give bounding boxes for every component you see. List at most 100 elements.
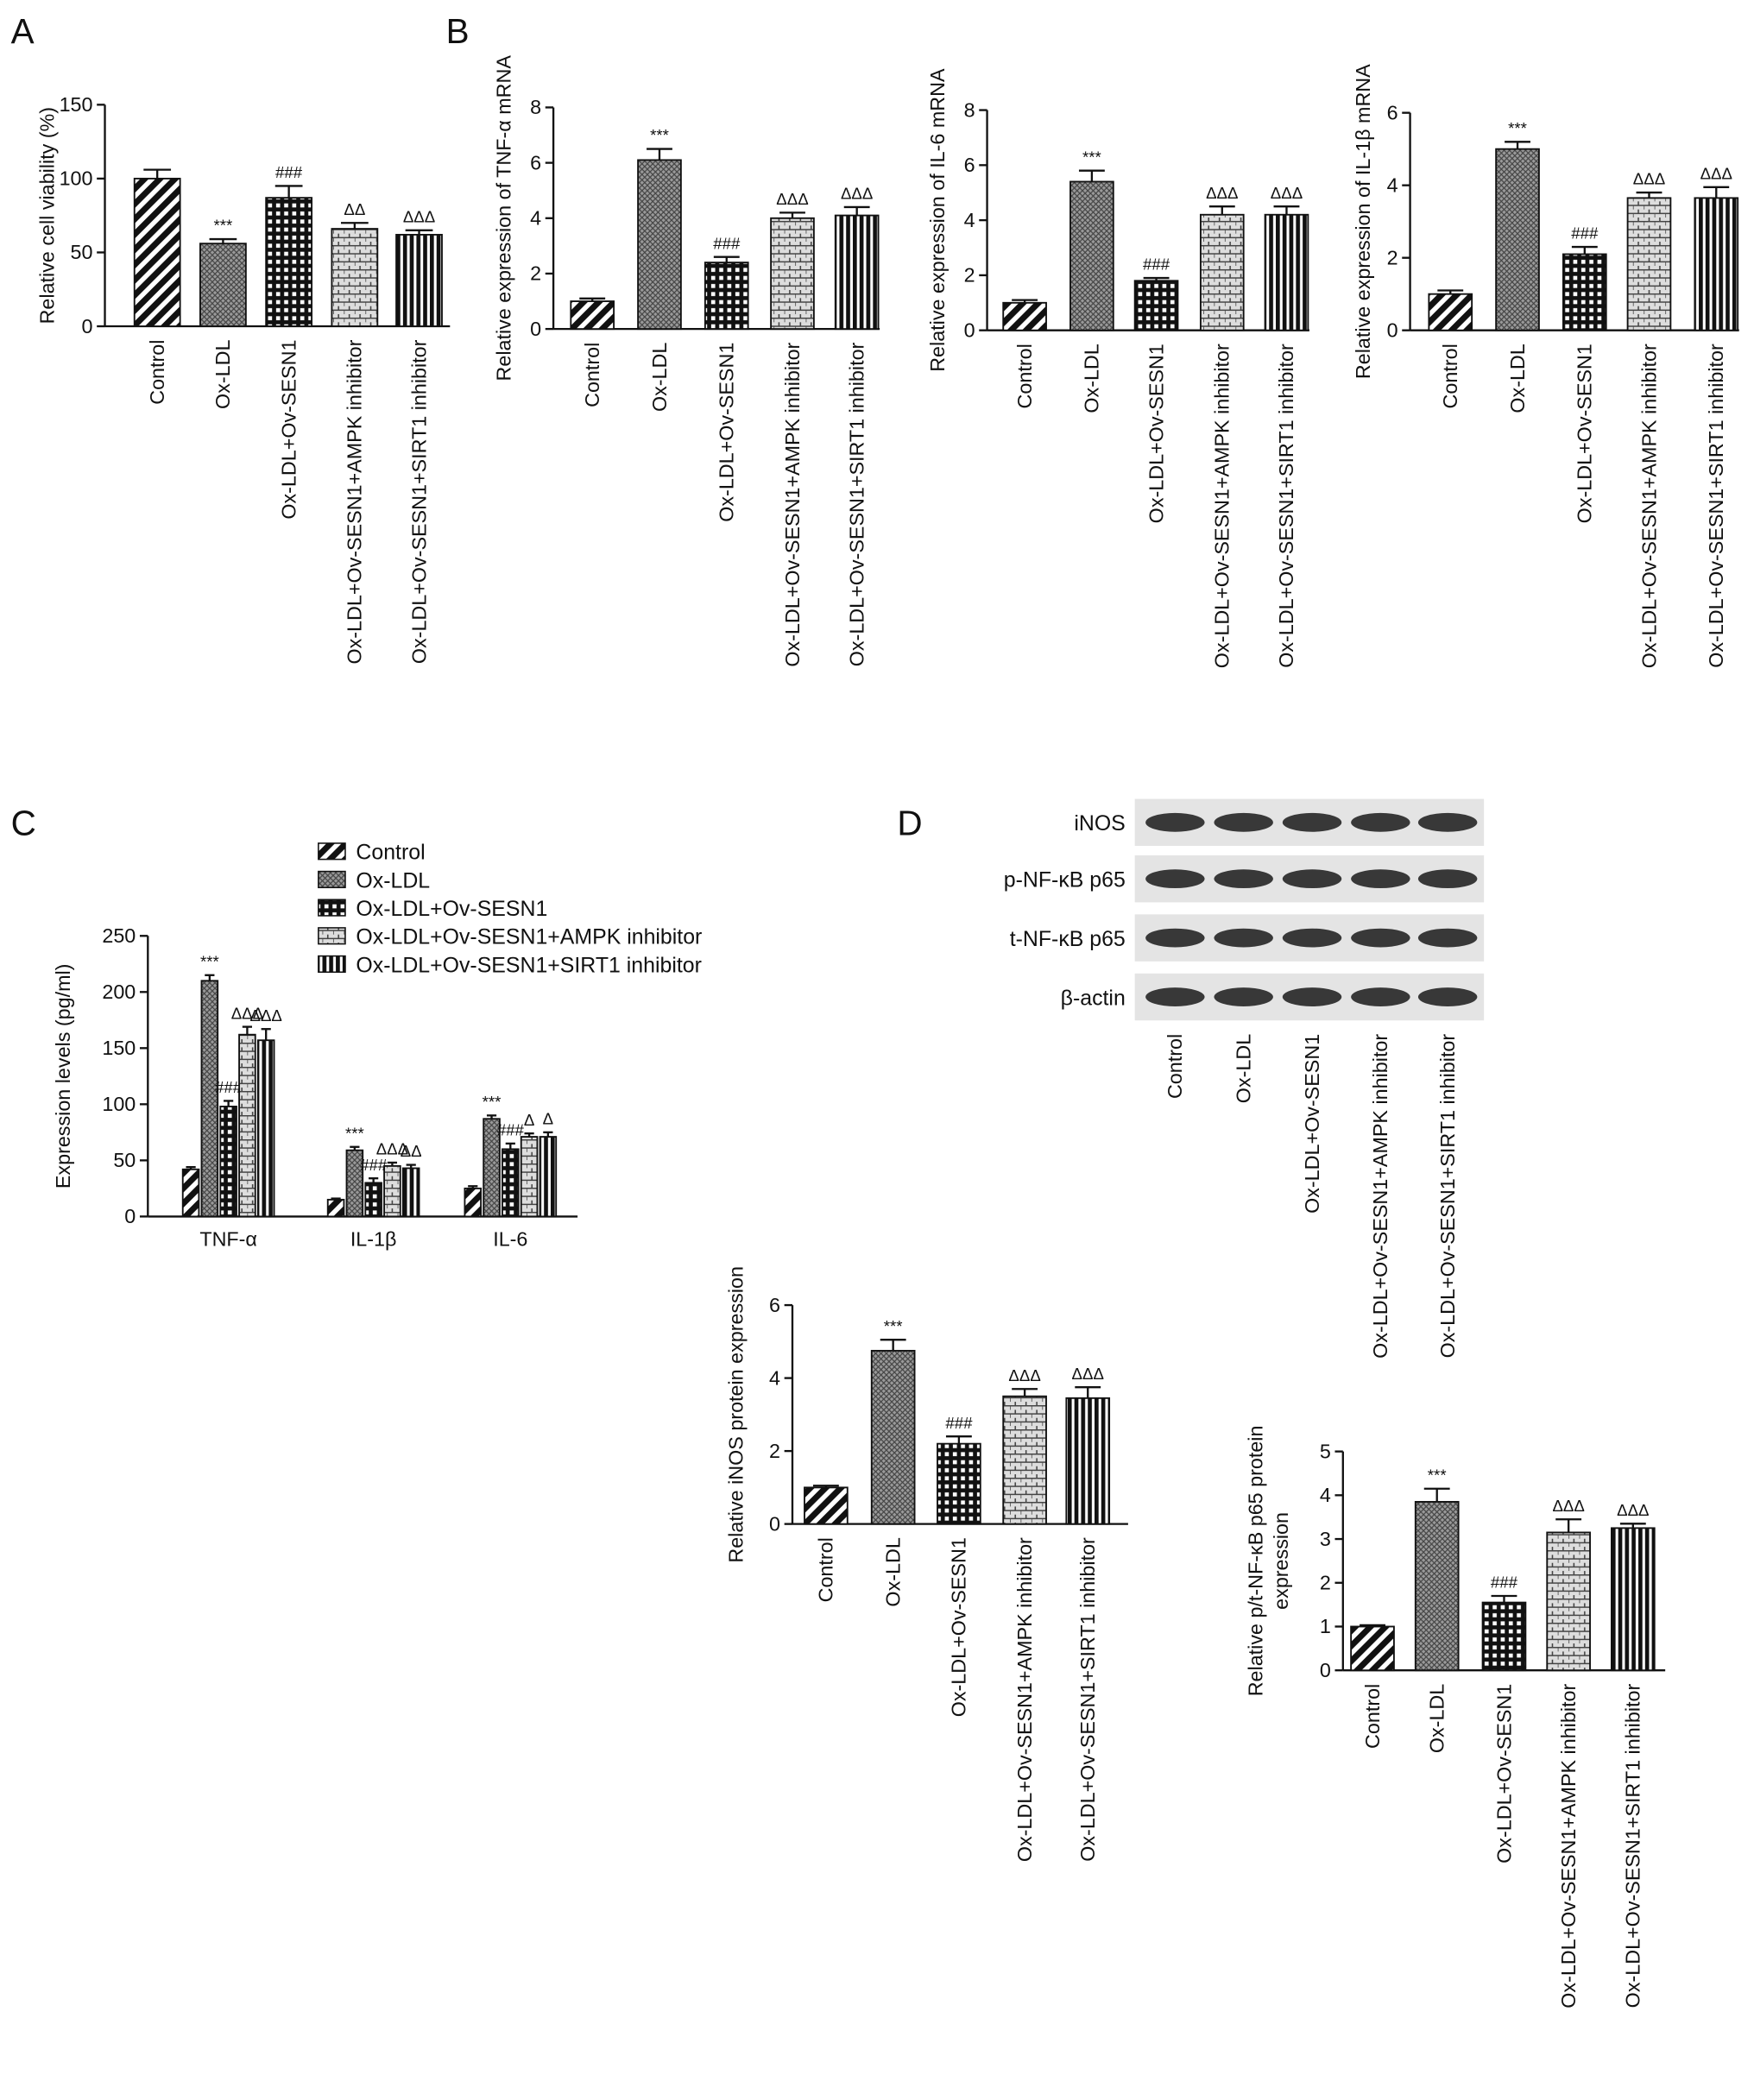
x-tick-label: Ox-LDL+Ov-SESN1 — [948, 1537, 970, 1717]
y-tick-label: 100 — [60, 167, 93, 190]
y-axis-label: expression — [1270, 1512, 1292, 1610]
panel-letter: A — [11, 11, 35, 51]
x-tick-label: Ox-LDL — [1506, 344, 1529, 413]
significance-label: *** — [345, 1124, 364, 1142]
bar — [1694, 197, 1739, 331]
x-tick-label: Control — [1361, 1684, 1384, 1749]
bar — [199, 243, 247, 327]
y-tick-label: 2 — [530, 262, 541, 285]
y-tick-label: 5 — [1320, 1440, 1331, 1462]
blot-band — [1351, 812, 1410, 832]
y-tick-label: 2 — [769, 1440, 780, 1462]
y-tick-label: 50 — [71, 241, 93, 263]
y-axis-label: Relative expression of IL-6 mRNA — [926, 68, 949, 372]
bar — [520, 1136, 539, 1218]
y-axis-label: Relative iNOS protein expression — [724, 1266, 747, 1563]
y-tick-label: 4 — [1387, 173, 1398, 196]
y-tick-label: 100 — [102, 1093, 136, 1115]
y-tick-label: 0 — [82, 315, 93, 337]
bar — [1065, 1397, 1111, 1525]
legend-label: Ox-LDL+Ov-SESN1+SIRT1 inhibitor — [356, 953, 701, 977]
y-tick-label: 6 — [964, 154, 975, 176]
blot-band — [1145, 987, 1205, 1006]
x-tick-label: Ox-LDL+Ov-SESN1+SIRT1 inhibitor — [1436, 1034, 1459, 1359]
panel-letter: C — [11, 804, 36, 843]
x-tick-label: Ox-LDL — [881, 1537, 904, 1606]
x-tick-label: Control — [146, 340, 168, 405]
bar — [637, 159, 682, 331]
blot-band — [1282, 812, 1342, 832]
bar — [1546, 1531, 1591, 1672]
x-tick-label: Control — [1164, 1034, 1186, 1099]
significance-label: *** — [200, 952, 219, 970]
blot-band — [1145, 812, 1205, 832]
significance-label: ΔΔΔ — [1700, 164, 1732, 182]
y-axis-label: Relative expression of IL-1β mRNA — [1352, 64, 1374, 379]
significance-label: ### — [215, 1078, 243, 1096]
x-tick-label: Ox-LDL — [1081, 344, 1103, 413]
y-tick-label: 0 — [1320, 1659, 1331, 1681]
significance-label: ### — [945, 1414, 973, 1432]
x-tick-label: Ox-LDL — [648, 343, 671, 412]
significance-label: ΔΔΔ — [1072, 1365, 1104, 1383]
x-tick-label: Ox-LDL+Ov-SESN1+AMPK inhibitor — [1557, 1684, 1580, 2009]
bar — [1199, 213, 1245, 331]
bar — [345, 1149, 364, 1218]
x-tick-label: Ox-LDL+Ov-SESN1+AMPK inhibitor — [1211, 344, 1233, 668]
bar — [703, 262, 749, 331]
y-tick-label: 4 — [1320, 1484, 1331, 1506]
y-tick-label: 3 — [1320, 1528, 1331, 1550]
y-tick-label: 250 — [102, 924, 136, 947]
bar — [1610, 1527, 1656, 1672]
significance-label: ### — [713, 234, 741, 252]
significance-label: *** — [1082, 148, 1101, 166]
blot-row-label: t-NF-κB p65 — [1010, 927, 1126, 951]
significance-label: ΔΔΔ — [376, 1140, 408, 1158]
significance-label: ### — [1571, 224, 1599, 243]
significance-label: ### — [1491, 1573, 1518, 1592]
y-tick-label: 0 — [124, 1205, 136, 1227]
blot-band — [1417, 812, 1478, 832]
significance-label: ΔΔΔ — [841, 185, 873, 203]
legend-label: Control — [356, 841, 425, 865]
significance-label: *** — [884, 1317, 903, 1335]
y-tick-label: 8 — [964, 98, 975, 121]
x-tick-label: TNF-α — [199, 1228, 257, 1251]
y-tick-label: 1 — [1320, 1615, 1331, 1637]
y-axis-label: Relative p/t-NF-κB p65 protein — [1244, 1426, 1266, 1697]
bar — [200, 980, 219, 1218]
x-tick-label: Ox-LDL+Ov-SESN1+AMPK inhibitor — [344, 339, 366, 664]
bar — [502, 1148, 520, 1218]
legend-label: Ox-LDL+Ov-SESN1 — [356, 897, 547, 921]
bar — [1562, 253, 1607, 331]
bar — [1414, 1501, 1460, 1672]
legend-swatch — [318, 899, 346, 917]
significance-label: ΔΔΔ — [1552, 1497, 1584, 1515]
y-axis-label: Relative expression of TNF-α mRNA — [492, 55, 514, 382]
x-tick-label: Ox-LDL+Ov-SESN1+AMPK inhibitor — [1013, 1537, 1036, 1862]
x-tick-label: Ox-LDL+Ov-SESN1+SIRT1 inhibitor — [845, 342, 868, 666]
bar — [1002, 301, 1047, 331]
bar — [219, 1106, 237, 1218]
x-tick-label: Ox-LDL+Ov-SESN1 — [1145, 344, 1167, 523]
x-tick-label: Control — [1439, 344, 1461, 408]
significance-label: ΔΔΔ — [1271, 184, 1303, 202]
blot-band — [1351, 869, 1410, 889]
blot-band — [1214, 987, 1273, 1006]
x-tick-label: Ox-LDL — [211, 340, 234, 409]
x-tick-label: Ox-LDL+Ov-SESN1+AMPK inhibitor — [1369, 1034, 1391, 1359]
significance-label: ΔΔΔ — [249, 1006, 281, 1025]
bar — [770, 217, 815, 331]
blot-band — [1351, 987, 1410, 1006]
significance-label: ### — [1143, 255, 1170, 274]
x-tick-label: Ox-LDL+Ov-SESN1+SIRT1 inhibitor — [1622, 1684, 1644, 2009]
y-tick-label: 200 — [102, 981, 136, 1003]
significance-label: ΔΔΔ — [1008, 1366, 1040, 1384]
legend-label: Ox-LDL+Ov-SESN1+AMPK inhibitor — [356, 925, 702, 949]
significance-label: ### — [275, 163, 303, 181]
y-tick-label: 4 — [530, 207, 541, 230]
x-tick-label: Control — [1013, 344, 1036, 408]
significance-label: *** — [1428, 1466, 1447, 1484]
bar — [1428, 293, 1473, 331]
